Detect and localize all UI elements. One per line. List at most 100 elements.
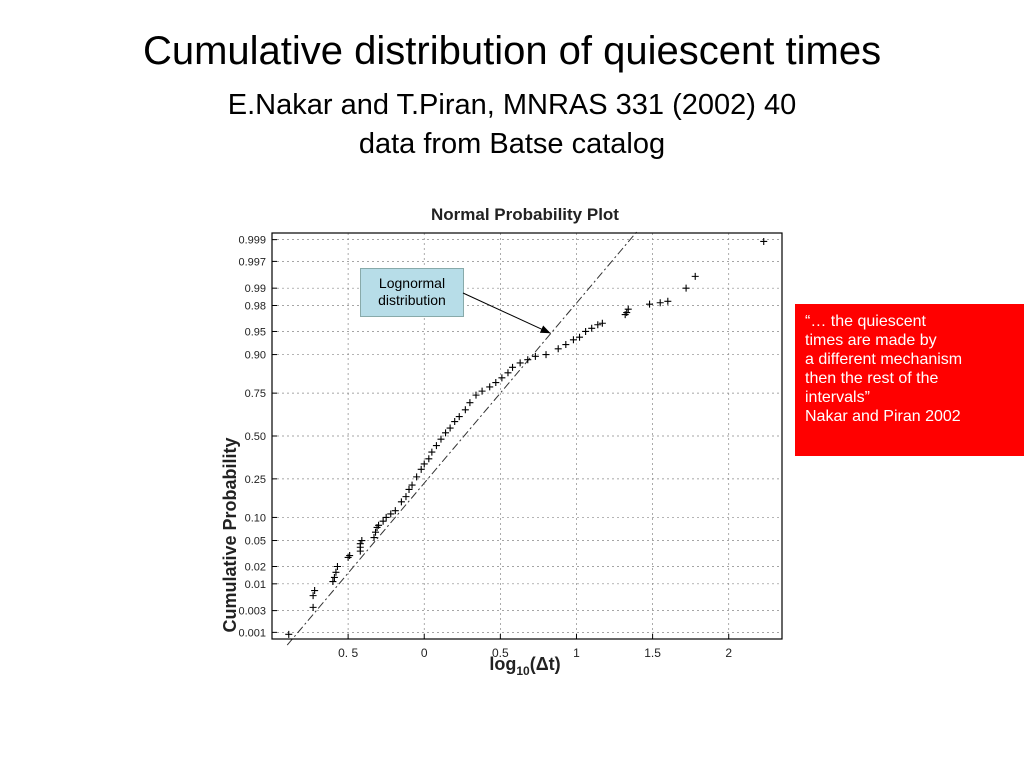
data-point	[656, 299, 664, 307]
x-tick-label: 0.5	[492, 646, 509, 660]
data-point	[413, 473, 421, 481]
data-point	[408, 481, 416, 489]
fit-layer	[286, 230, 638, 646]
y-tick-label: 0.05	[245, 536, 266, 548]
data-point	[370, 534, 378, 542]
quote-line-5: intervals”	[805, 389, 870, 406]
data-point	[397, 498, 405, 506]
x-tick-label: 1	[573, 646, 580, 660]
y-tick-label: 0.99	[245, 283, 266, 295]
x-tick-label: 1.5	[644, 646, 661, 660]
data-point	[691, 272, 699, 280]
data-point	[329, 578, 337, 586]
data-point	[588, 324, 596, 332]
y-tick-label: 0.95	[245, 326, 266, 338]
data-point	[461, 406, 469, 414]
data-point	[646, 300, 654, 308]
data-point	[311, 587, 319, 595]
data-point	[623, 309, 631, 317]
quote-line-4: then the rest of the	[805, 370, 939, 387]
x-tick-label: 2	[725, 646, 732, 660]
x-tick-label: 0	[421, 646, 428, 660]
data-point	[594, 321, 602, 329]
y-tick-label: 0.01	[245, 579, 266, 591]
data-point	[309, 603, 317, 611]
y-tick-label: 0.90	[245, 350, 266, 362]
ticks-layer: 0.0010.0030.010.020.050.100.250.500.750.…	[238, 235, 732, 660]
lognormal-fit-line	[286, 230, 638, 646]
data-point	[285, 630, 293, 638]
data-point	[330, 573, 338, 581]
data-point	[428, 448, 436, 456]
data-point	[516, 359, 524, 367]
data-point	[405, 485, 413, 493]
chart-title: Normal Probability Plot	[431, 205, 619, 224]
data-point	[504, 369, 512, 377]
data-point	[379, 517, 387, 525]
data-point	[391, 507, 399, 515]
data-point	[524, 356, 532, 364]
data-point	[446, 424, 454, 432]
data-point	[455, 413, 463, 421]
data-point	[432, 442, 440, 450]
data-point	[356, 540, 364, 548]
chart-ylabel: Cumulative Probability	[220, 437, 240, 632]
data-point	[624, 305, 632, 313]
y-tick-label: 0.50	[245, 431, 266, 443]
data-point	[346, 552, 354, 560]
data-point	[509, 363, 517, 371]
data-point	[486, 383, 494, 391]
y-tick-label: 0.003	[238, 606, 266, 618]
data-point	[664, 297, 672, 305]
slide-source-line: data from Batse catalog	[358, 128, 666, 160]
data-point	[375, 521, 383, 529]
data-point	[562, 341, 570, 349]
data-point	[682, 284, 690, 292]
quote-line-2: times are made by	[805, 332, 937, 349]
y-tick-label: 0.02	[245, 562, 266, 574]
data-point	[372, 528, 380, 536]
data-point	[382, 513, 390, 521]
y-tick-label: 0.997	[238, 256, 266, 268]
data-point	[569, 336, 577, 344]
data-point	[425, 455, 433, 463]
data-point	[542, 351, 550, 359]
data-point	[478, 387, 486, 395]
callout-line-1: Lognormal	[378, 275, 446, 291]
y-tick-label: 0.10	[245, 512, 266, 524]
data-point	[598, 319, 606, 327]
grid-layer	[272, 233, 782, 639]
data-point	[472, 391, 480, 399]
y-tick-label: 0.999	[238, 235, 266, 247]
data-point	[309, 592, 317, 600]
y-tick-label: 0.98	[245, 300, 266, 312]
data-point	[582, 327, 590, 335]
data-point	[332, 568, 340, 576]
slide-subtitle: E.Nakar and T.Piran, MNRAS 331 (2002) 40	[227, 89, 797, 121]
data-point	[492, 379, 500, 387]
lognormal-callout: Lognormal distribution	[360, 268, 464, 317]
slide-title: Cumulative distribution of quiescent tim…	[142, 29, 882, 73]
normal-probability-chart: Normal Probability Plot Cumulative Proba…	[220, 205, 783, 678]
quote-line-3: a different mechanism	[805, 351, 963, 368]
data-point	[554, 345, 562, 353]
data-point	[402, 493, 410, 501]
data-point	[333, 563, 341, 571]
data-point	[387, 510, 395, 518]
data-point	[466, 399, 474, 407]
data-point	[451, 418, 459, 426]
data-point	[417, 465, 425, 473]
data-point	[576, 333, 584, 341]
data-point	[442, 429, 450, 437]
callout-line-2: distribution	[378, 292, 446, 308]
data-point	[437, 435, 445, 443]
quote-box: “… the quiescent times are made by a dif…	[795, 304, 1024, 456]
plot-frame	[271, 232, 783, 640]
x-tick-label: 0. 5	[338, 646, 358, 660]
y-tick-label: 0.001	[238, 627, 266, 639]
y-tick-label: 0.75	[245, 388, 266, 400]
data-point	[420, 460, 428, 468]
y-tick-label: 0.25	[245, 474, 266, 486]
data-point	[531, 352, 539, 360]
points-layer	[285, 237, 768, 638]
